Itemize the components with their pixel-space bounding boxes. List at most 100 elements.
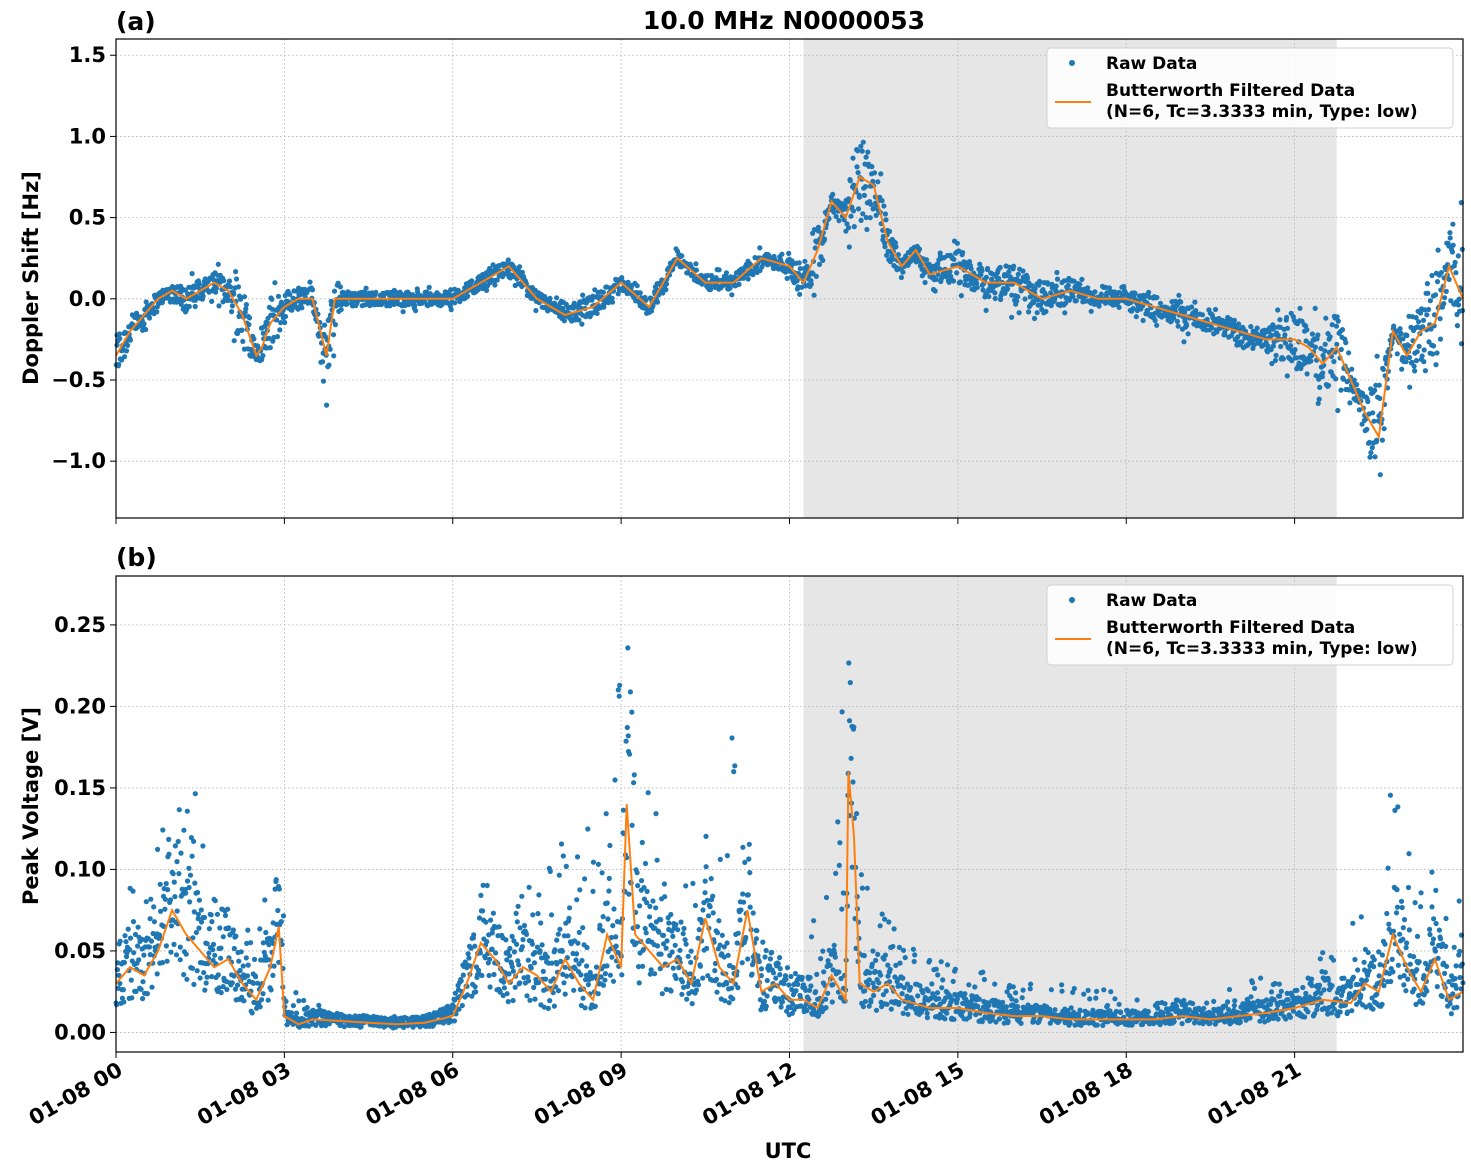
- raw-data-point: [373, 289, 379, 295]
- raw-data-point: [1031, 315, 1038, 322]
- raw-data-point: [823, 894, 830, 901]
- raw-data-point: [606, 875, 612, 882]
- raw-data-point: [215, 972, 221, 978]
- raw-data-point: [166, 836, 172, 843]
- raw-data-point: [880, 992, 887, 998]
- raw-data-point: [154, 309, 160, 315]
- raw-data-point: [143, 299, 149, 305]
- raw-data-point: [981, 976, 988, 983]
- raw-data-point: [233, 276, 240, 282]
- raw-data-point: [905, 1011, 911, 1017]
- raw-data-point: [220, 934, 226, 940]
- raw-data-point: [609, 299, 616, 305]
- raw-data-point: [114, 342, 120, 348]
- raw-data-point: [506, 971, 512, 977]
- raw-data-point: [218, 990, 224, 996]
- raw-data-point: [950, 278, 957, 284]
- raw-data-point: [143, 326, 149, 333]
- raw-data-point: [1155, 1005, 1161, 1011]
- raw-data-point: [117, 335, 123, 342]
- raw-data-point: [1174, 1003, 1180, 1009]
- raw-data-point: [525, 978, 532, 984]
- raw-data-point: [794, 278, 800, 284]
- raw-data-point: [220, 984, 226, 990]
- raw-data-point: [839, 906, 845, 912]
- raw-data-point: [295, 306, 301, 312]
- raw-data-point: [1154, 294, 1160, 301]
- raw-data-point: [626, 891, 632, 897]
- raw-data-point: [745, 956, 751, 962]
- raw-data-point: [747, 870, 753, 876]
- raw-data-point: [1325, 382, 1332, 389]
- raw-data-point: [672, 942, 678, 948]
- raw-data-point: [1312, 305, 1318, 311]
- raw-data-point: [178, 301, 184, 307]
- raw-data-point: [1211, 998, 1217, 1005]
- raw-data-point: [1318, 990, 1324, 996]
- raw-data-point: [251, 336, 257, 342]
- raw-data-point: [1429, 272, 1435, 279]
- raw-data-point: [514, 941, 520, 947]
- raw-data-point: [561, 980, 567, 986]
- raw-data-point: [855, 206, 862, 212]
- raw-data-point: [206, 950, 212, 956]
- raw-data-point: [693, 261, 699, 267]
- raw-data-point: [659, 991, 665, 997]
- raw-data-point: [901, 985, 907, 991]
- raw-data-point: [595, 861, 602, 867]
- raw-data-point: [712, 968, 718, 974]
- raw-data-point: [525, 957, 531, 963]
- raw-data-point: [1004, 1009, 1010, 1015]
- raw-data-point: [1438, 270, 1444, 276]
- raw-data-point: [1372, 387, 1378, 393]
- raw-data-point: [1013, 990, 1019, 996]
- raw-data-point: [650, 898, 656, 904]
- raw-data-point: [777, 966, 783, 972]
- panel-doppler-shift: −1.0−0.50.00.51.01.5 (a) Doppler Shift […: [19, 7, 1466, 524]
- raw-data-point: [1011, 263, 1017, 269]
- raw-data-point: [1320, 950, 1326, 956]
- raw-data-point: [1010, 984, 1016, 990]
- raw-data-point: [763, 947, 769, 954]
- raw-data-point: [858, 143, 864, 149]
- raw-data-point: [483, 919, 489, 925]
- raw-data-point: [195, 916, 201, 922]
- raw-data-point: [696, 927, 702, 933]
- raw-data-point: [1088, 308, 1094, 314]
- raw-data-point: [469, 993, 475, 999]
- raw-data-point: [858, 872, 865, 878]
- raw-data-point: [661, 881, 668, 887]
- raw-data-point: [135, 943, 141, 949]
- raw-data-point: [676, 965, 682, 971]
- raw-data-point: [972, 984, 978, 990]
- raw-data-point: [171, 879, 177, 885]
- raw-data-point: [827, 962, 833, 968]
- raw-data-point: [1287, 1014, 1293, 1020]
- raw-data-point: [679, 991, 685, 997]
- raw-data-point: [1183, 1002, 1189, 1008]
- raw-data-point: [616, 693, 622, 699]
- raw-data-point: [716, 918, 722, 924]
- raw-data-point: [729, 735, 735, 741]
- raw-data-point: [938, 959, 944, 965]
- raw-data-point: [882, 211, 889, 217]
- raw-data-point: [600, 982, 607, 988]
- raw-data-point: [830, 982, 836, 988]
- raw-data-point: [331, 288, 338, 294]
- raw-data-point: [847, 680, 853, 686]
- raw-data-point: [262, 953, 268, 959]
- raw-data-point: [658, 951, 664, 957]
- raw-data-point: [535, 911, 541, 917]
- raw-data-point: [178, 850, 184, 856]
- raw-data-point: [257, 1004, 263, 1010]
- raw-data-point: [452, 300, 458, 306]
- raw-data-point: [1315, 332, 1321, 338]
- raw-data-point: [693, 987, 700, 993]
- raw-data-point: [884, 1001, 890, 1007]
- raw-data-point: [558, 841, 565, 847]
- raw-data-point: [1018, 1020, 1024, 1026]
- raw-data-point: [1140, 317, 1146, 324]
- raw-data-point: [1076, 1012, 1082, 1019]
- raw-data-point: [1130, 305, 1136, 312]
- raw-data-point: [1277, 993, 1283, 999]
